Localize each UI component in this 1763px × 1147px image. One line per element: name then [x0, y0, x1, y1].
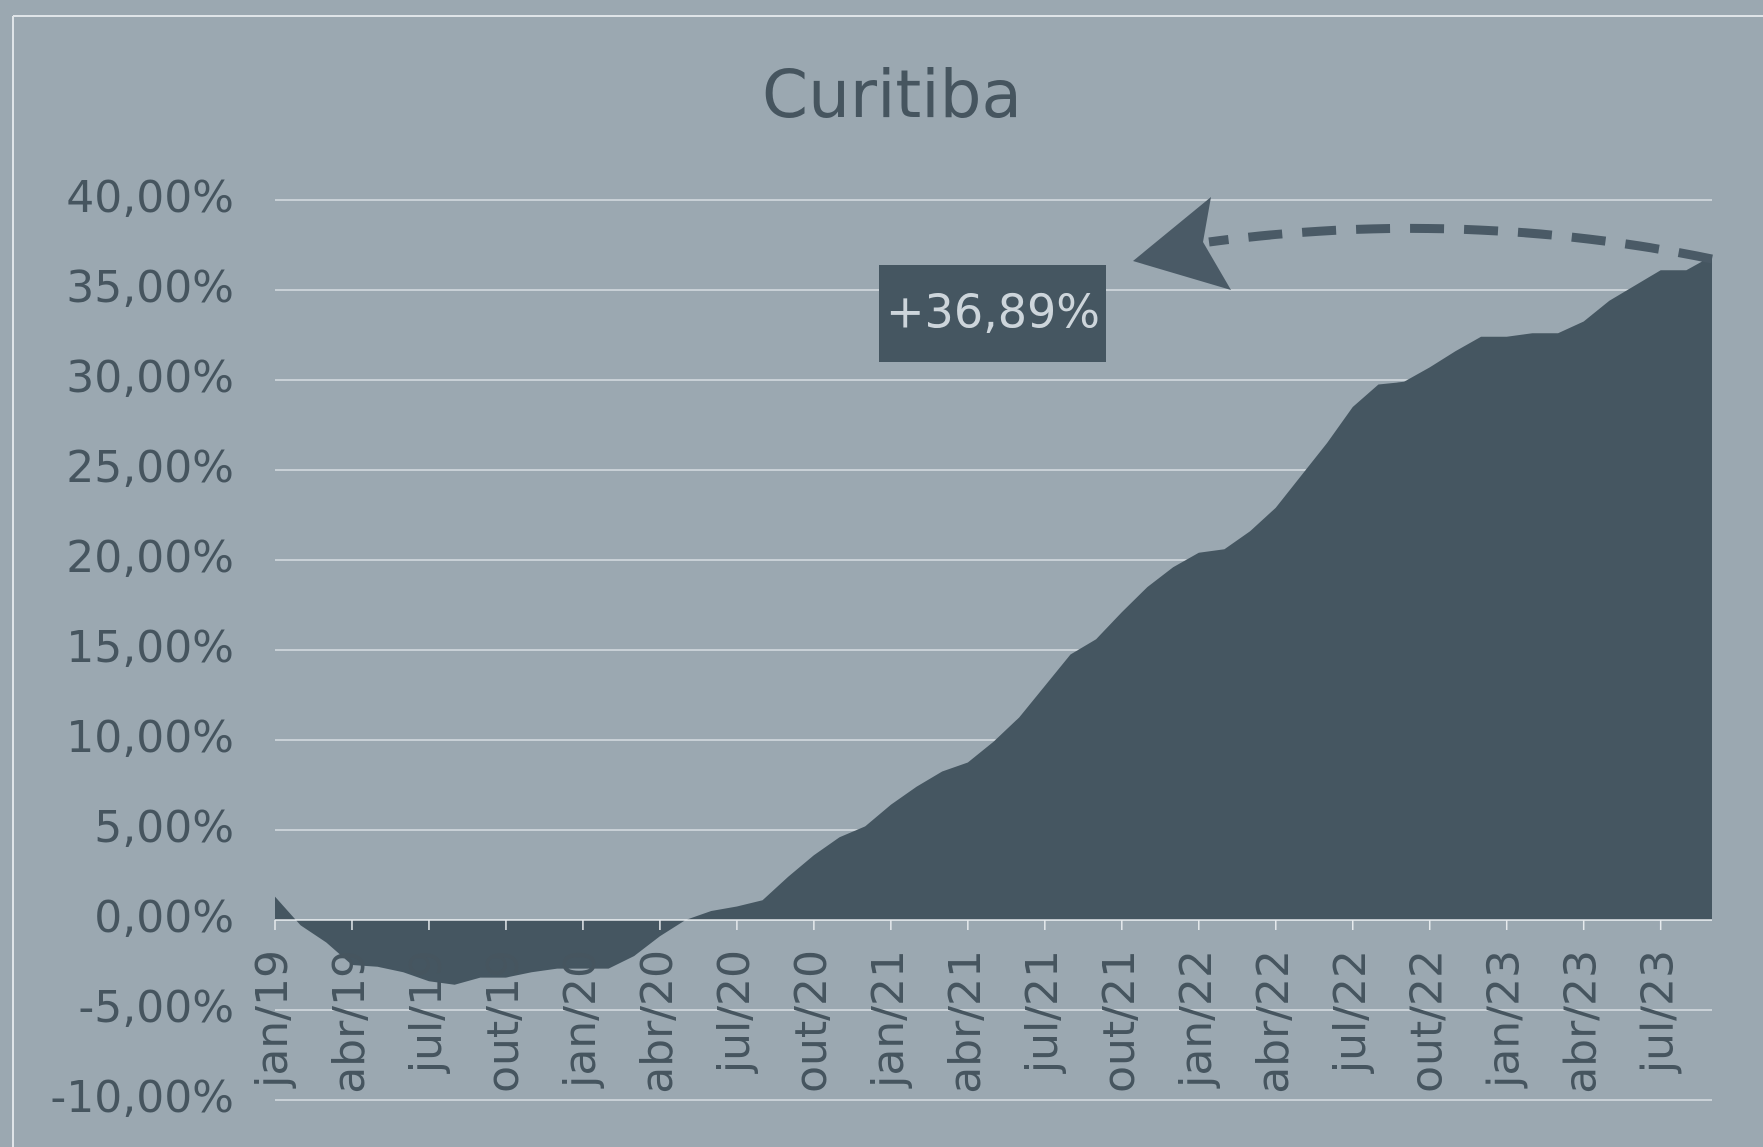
- x-tick-label: out/22: [1402, 950, 1453, 1093]
- y-tick-label: 30,00%: [66, 352, 234, 403]
- x-tick-label: abr/20: [632, 950, 683, 1094]
- y-tick-label: 0,00%: [94, 892, 234, 943]
- x-tick-label: abr/23: [1556, 950, 1607, 1094]
- y-tick-label: 35,00%: [66, 262, 234, 313]
- y-tick-label: 40,00%: [66, 172, 234, 223]
- y-tick-label: 10,00%: [66, 712, 234, 763]
- y-tick-label: -10,00%: [50, 1072, 234, 1123]
- x-tick-label: jul/22: [1325, 950, 1376, 1074]
- x-tick-label: jul/19: [401, 950, 452, 1074]
- y-tick-label: 5,00%: [94, 802, 234, 853]
- area: [275, 255, 1712, 985]
- x-tick-label: out/20: [786, 950, 837, 1093]
- x-tick-label: out/21: [1094, 950, 1145, 1093]
- x-tick-label: jan/21: [863, 950, 914, 1089]
- y-tick-label: 20,00%: [66, 532, 234, 583]
- x-tick-label: abr/19: [324, 950, 375, 1094]
- x-tick-label: jan/22: [1171, 950, 1222, 1089]
- annotation-arrowhead: [1133, 197, 1231, 290]
- y-tick-label: -5,00%: [78, 982, 234, 1033]
- x-tick-label: jan/20: [555, 950, 606, 1089]
- x-tick-label: jan/19: [247, 950, 298, 1089]
- x-tick-label: jul/20: [709, 950, 760, 1074]
- x-tick-label: abr/21: [940, 950, 991, 1094]
- y-tick-label: 15,00%: [66, 622, 234, 673]
- x-tick-label: abr/22: [1248, 950, 1299, 1094]
- x-tick-label: out/19: [478, 950, 529, 1093]
- y-tick-label: 25,00%: [66, 442, 234, 493]
- x-tick-label: jul/23: [1633, 950, 1684, 1074]
- annotation-box: [879, 265, 1106, 362]
- annotation: +36,89%: [886, 285, 1100, 339]
- x-tick-label: jul/21: [1017, 950, 1068, 1074]
- annotation-arrow: [1208, 223, 1713, 264]
- chart-title: Curitiba: [762, 56, 1022, 133]
- x-tick-label: jan/23: [1479, 950, 1530, 1089]
